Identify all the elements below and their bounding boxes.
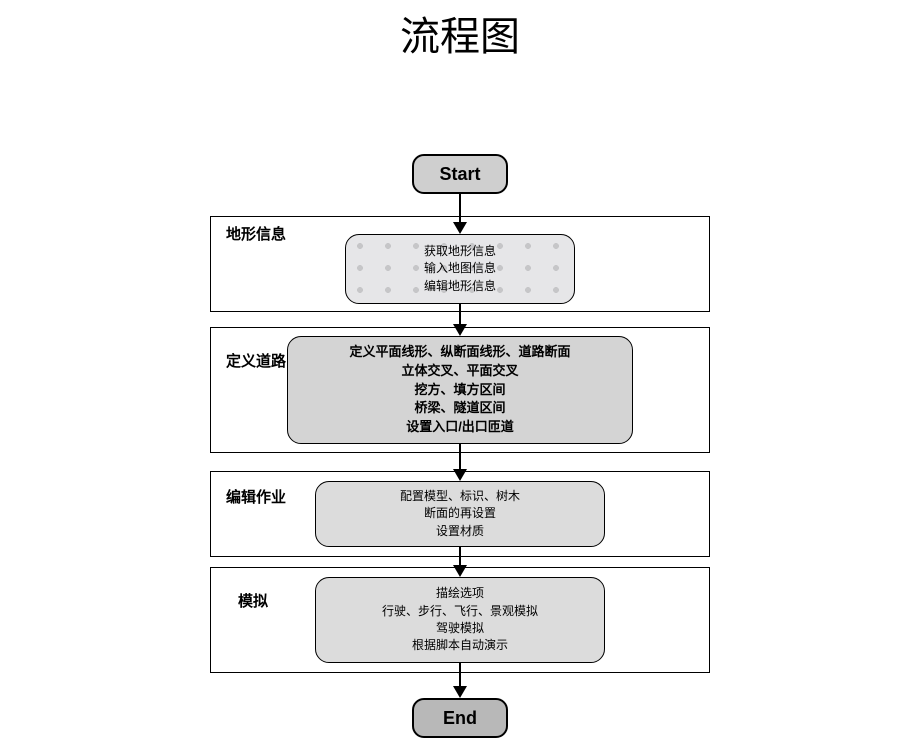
process-box-road-line: 定义平面线形、纵断面线形、道路断面 xyxy=(349,343,570,362)
arrow-2 xyxy=(459,444,461,469)
arrow-head-icon xyxy=(453,324,467,336)
process-box-terrain-line: 输入地图信息 xyxy=(424,260,496,277)
arrow-0 xyxy=(459,194,461,222)
process-box-edit-line: 断面的再设置 xyxy=(424,505,496,522)
process-box-sim-line: 根据脚本自动演示 xyxy=(412,637,508,654)
process-box-edit-line: 配置模型、标识、树木 xyxy=(400,488,520,505)
arrow-4 xyxy=(459,663,461,686)
process-box-road-line: 桥梁、隧道区间 xyxy=(414,399,505,418)
process-box-road-line: 立体交叉、平面交叉 xyxy=(401,362,518,381)
process-box-sim-line: 驾驶模拟 xyxy=(436,620,484,637)
process-box-terrain-line: 编辑地形信息 xyxy=(424,278,496,295)
end-terminal-label: End xyxy=(443,708,477,729)
process-box-sim-line: 描绘选项 xyxy=(436,585,484,602)
process-box-edit: 配置模型、标识、树木断面的再设置设置材质 xyxy=(315,481,605,547)
process-box-sim: 描绘选项行驶、步行、飞行、景观模拟驾驶模拟根据脚本自动演示 xyxy=(315,577,605,663)
arrow-head-icon xyxy=(453,222,467,234)
row-label-edit: 编辑作业 xyxy=(226,486,286,507)
arrow-1 xyxy=(459,304,461,324)
process-box-road-line: 挖方、填方区间 xyxy=(414,381,505,400)
page-title: 流程图 xyxy=(0,0,920,64)
end-terminal: End xyxy=(412,698,508,738)
process-box-terrain-line: 获取地形信息 xyxy=(424,243,496,260)
arrow-3 xyxy=(459,547,461,565)
process-box-road-line: 设置入口/出口匝道 xyxy=(406,418,514,437)
row-label-road: 定义道路 xyxy=(226,350,286,371)
process-box-sim-line: 行驶、步行、飞行、景观模拟 xyxy=(382,603,538,620)
arrow-head-icon xyxy=(453,565,467,577)
start-terminal-label: Start xyxy=(439,164,480,185)
process-box-terrain: 获取地形信息输入地图信息编辑地形信息 xyxy=(345,234,575,304)
row-label-terrain: 地形信息 xyxy=(226,223,286,244)
arrow-head-icon xyxy=(453,469,467,481)
process-box-road: 定义平面线形、纵断面线形、道路断面立体交叉、平面交叉挖方、填方区间桥梁、隧道区间… xyxy=(287,336,633,444)
process-box-edit-line: 设置材质 xyxy=(436,523,484,540)
arrow-head-icon xyxy=(453,686,467,698)
row-label-sim: 模拟 xyxy=(238,590,268,611)
start-terminal: Start xyxy=(412,154,508,194)
